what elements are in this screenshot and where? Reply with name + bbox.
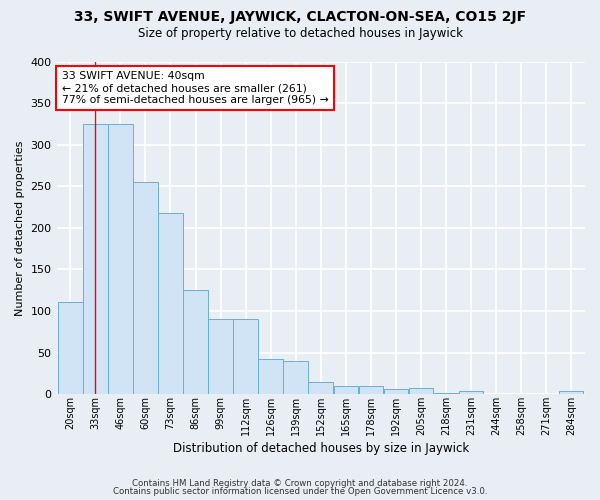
Bar xyxy=(133,182,158,394)
Bar xyxy=(259,360,283,394)
Text: 33, SWIFT AVENUE, JAYWICK, CLACTON-ON-SEA, CO15 2JF: 33, SWIFT AVENUE, JAYWICK, CLACTON-ON-SE… xyxy=(74,10,526,24)
Bar xyxy=(58,302,83,394)
Bar xyxy=(459,391,484,394)
Bar xyxy=(158,213,183,394)
Bar xyxy=(83,124,107,394)
Bar xyxy=(183,290,208,395)
Bar xyxy=(559,391,583,394)
Bar xyxy=(283,361,308,394)
Bar xyxy=(409,388,433,394)
Bar xyxy=(383,390,408,394)
Y-axis label: Number of detached properties: Number of detached properties xyxy=(15,140,25,316)
X-axis label: Distribution of detached houses by size in Jaywick: Distribution of detached houses by size … xyxy=(173,442,469,455)
Bar xyxy=(108,124,133,394)
Text: Contains HM Land Registry data © Crown copyright and database right 2024.: Contains HM Land Registry data © Crown c… xyxy=(132,478,468,488)
Text: Size of property relative to detached houses in Jaywick: Size of property relative to detached ho… xyxy=(137,28,463,40)
Bar xyxy=(334,386,358,394)
Text: Contains public sector information licensed under the Open Government Licence v3: Contains public sector information licen… xyxy=(113,487,487,496)
Bar xyxy=(359,386,383,394)
Bar xyxy=(208,320,233,394)
Bar xyxy=(233,320,258,394)
Bar xyxy=(308,382,333,394)
Text: 33 SWIFT AVENUE: 40sqm
← 21% of detached houses are smaller (261)
77% of semi-de: 33 SWIFT AVENUE: 40sqm ← 21% of detached… xyxy=(62,72,329,104)
Bar xyxy=(434,392,458,394)
